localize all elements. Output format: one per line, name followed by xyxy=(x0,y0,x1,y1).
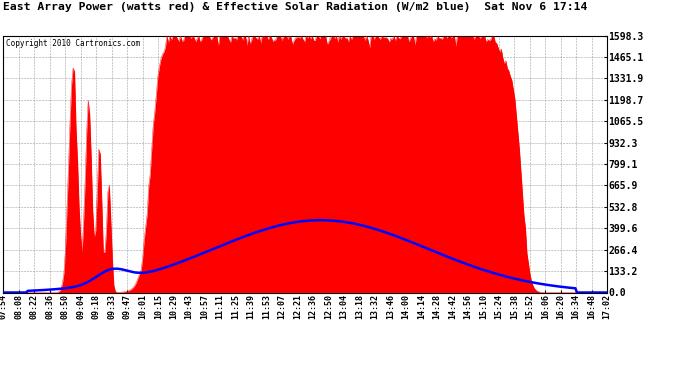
Text: East Array Power (watts red) & Effective Solar Radiation (W/m2 blue)  Sat Nov 6 : East Array Power (watts red) & Effective… xyxy=(3,2,588,12)
Text: Copyright 2010 Cartronics.com: Copyright 2010 Cartronics.com xyxy=(6,39,141,48)
